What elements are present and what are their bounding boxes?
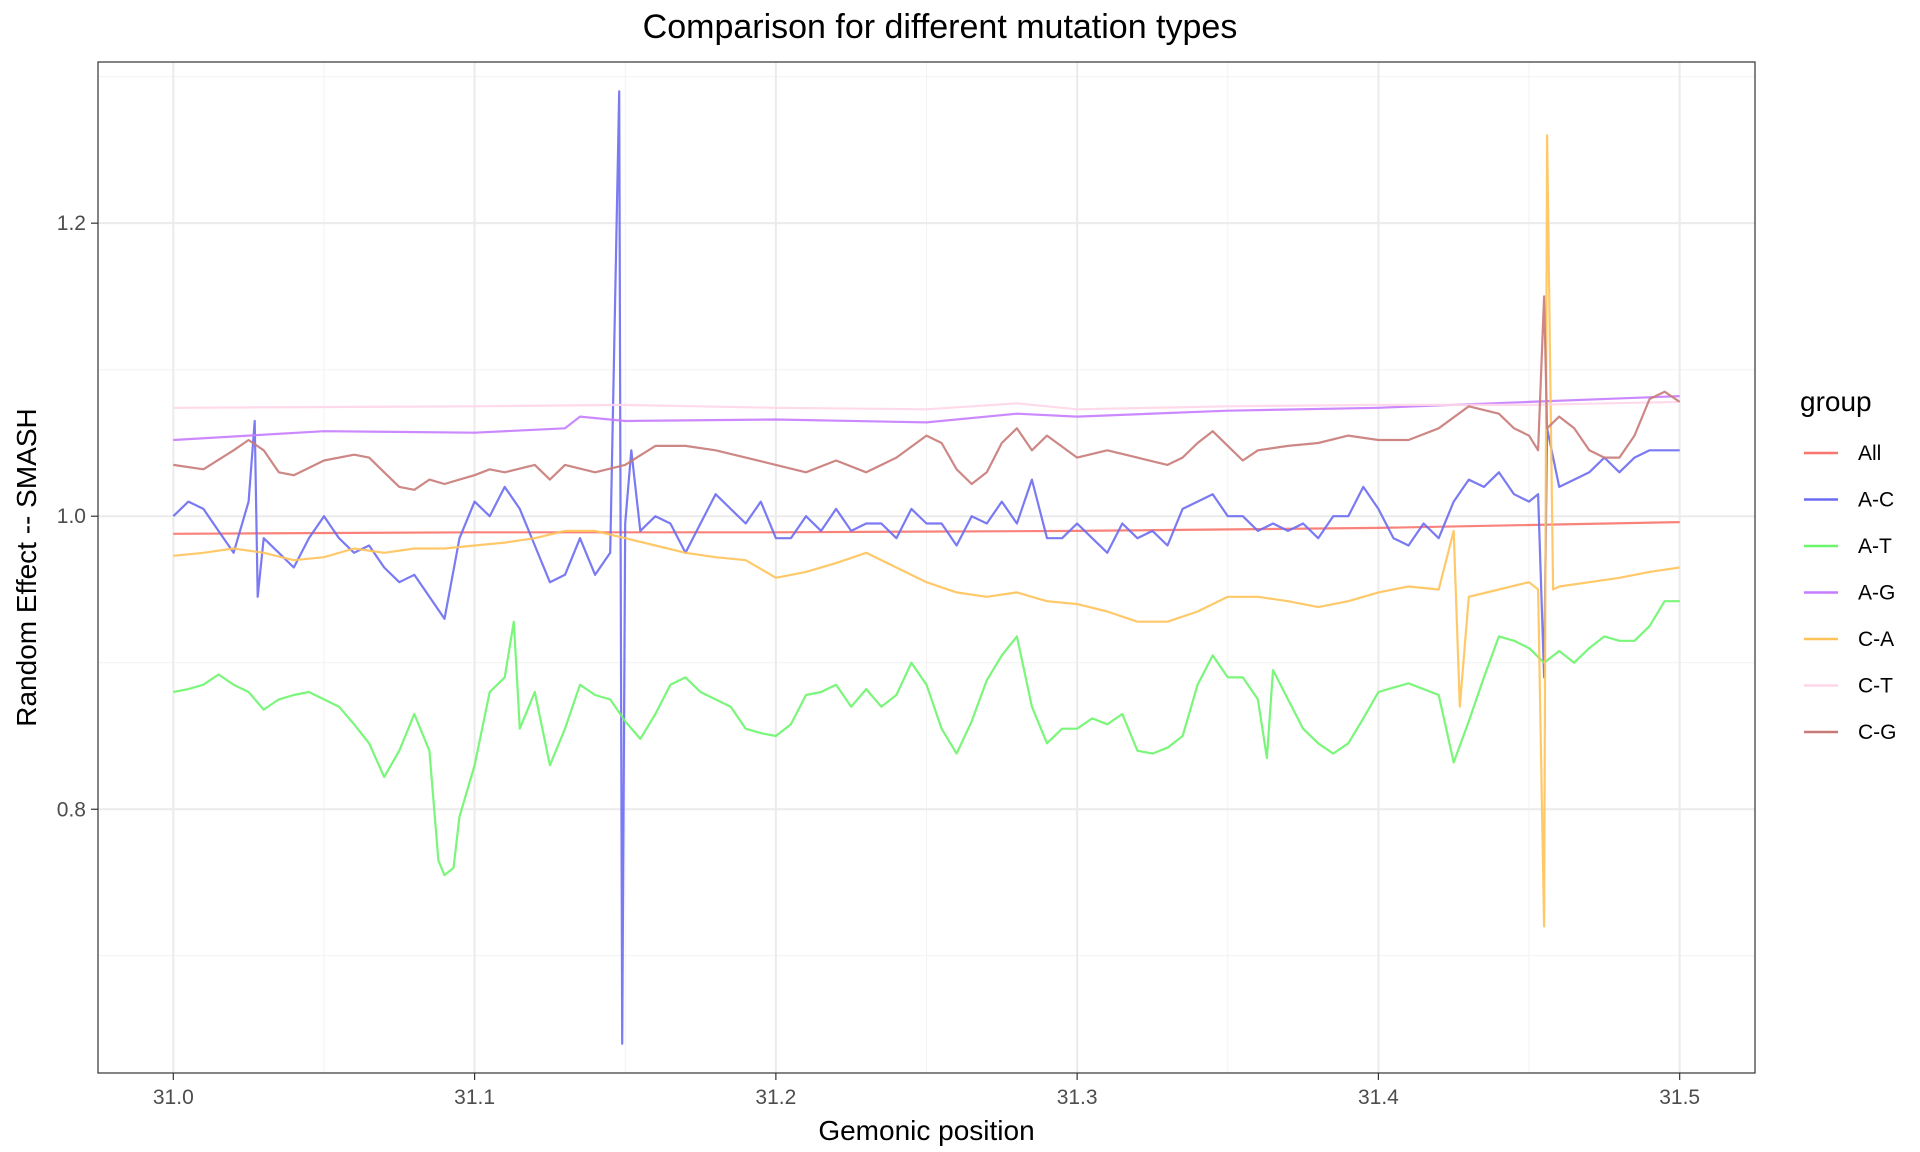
x-tick-label: 31.3 — [1057, 1086, 1098, 1109]
x-axis-title: Gemonic position — [818, 1115, 1034, 1146]
y-axis-title: Random Effect -- SMASH — [11, 408, 42, 726]
x-tick-label: 31.5 — [1659, 1086, 1700, 1109]
legend-label-c-a: C-A — [1858, 628, 1894, 651]
legend-label-a-g: A-G — [1858, 582, 1895, 605]
y-axis-ticks: 0.8 1.0 1.2 — [57, 212, 98, 821]
y-tick-label: 1.0 — [57, 505, 86, 528]
legend-title: group — [1800, 386, 1872, 417]
series-line-c-a — [173, 134, 1680, 928]
x-tick-label: 31.1 — [454, 1086, 495, 1109]
legend-label-c-t: C-T — [1858, 675, 1893, 698]
x-tick-label: 31.4 — [1358, 1086, 1399, 1109]
legend-label-a-t: A-T — [1858, 535, 1892, 558]
panel-border — [97, 61, 1756, 1074]
y-tick-label: 0.8 — [57, 798, 86, 821]
legend-label-a-c: A-C — [1858, 489, 1894, 512]
series-line-c-t — [173, 400, 1680, 411]
series-lines — [172, 90, 1681, 1045]
y-tick-label: 1.2 — [57, 212, 86, 235]
series-line-c-g — [173, 295, 1681, 491]
x-axis-ticks: 31.0 31.1 31.2 31.3 31.4 31.5 — [153, 1073, 1700, 1109]
legend-label-all: All — [1858, 442, 1881, 465]
x-tick-label: 31.2 — [755, 1086, 796, 1109]
series-line-a-t — [173, 600, 1680, 877]
series-line-a-g — [173, 395, 1680, 442]
series-line-a-c — [172, 90, 1680, 1045]
chart-title: Comparison for different mutation types — [642, 8, 1238, 46]
x-tick-label: 31.0 — [153, 1086, 194, 1109]
legend-label-c-g: C-G — [1858, 721, 1897, 744]
legend: group All A-C A-T A-G C-A C-T C-G — [1800, 386, 1897, 744]
grid — [98, 62, 1755, 1073]
